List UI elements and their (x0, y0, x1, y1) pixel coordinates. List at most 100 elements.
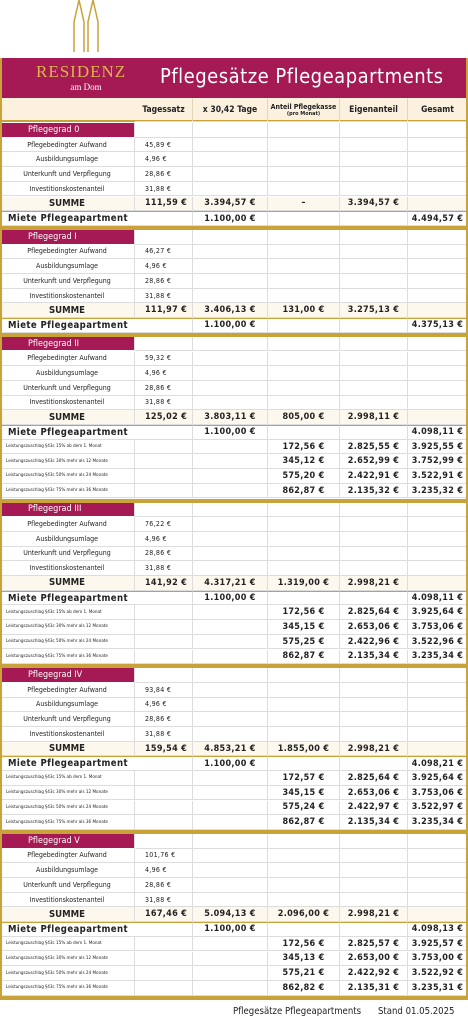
value-cell (193, 351, 268, 367)
value-cell (340, 922, 408, 937)
value-cell (268, 259, 340, 274)
brand: RESIDENZ (36, 62, 127, 81)
value-cell: 4,96 € (135, 531, 193, 547)
value-cell: 2.096,00 € (268, 907, 340, 923)
value-cell: 2.422,92 € (340, 966, 408, 981)
value-cell: 3.275,13 € (340, 303, 408, 319)
cell (268, 336, 340, 352)
header-title: Pflegesätze Pflegeapartments (160, 64, 444, 88)
value-cell (340, 590, 408, 606)
grade-heading: Pflegegrad IV (0, 668, 135, 683)
value-cell (268, 922, 340, 937)
cell (340, 229, 408, 245)
value-cell (340, 848, 408, 864)
grade-heading: Pflegegrad III (0, 502, 135, 518)
value-cell: 2.825,64 € (340, 605, 408, 621)
value-cell: 172,56 € (268, 936, 340, 952)
value-cell: 2.422,97 € (340, 800, 408, 816)
row-label: Miete Pflegeapartment (0, 211, 193, 226)
value-cell (268, 152, 340, 168)
value-cell: 2.422,96 € (340, 634, 408, 650)
value-cell: 125,02 € (135, 410, 193, 425)
value-cell (268, 425, 340, 440)
value-cell (193, 274, 268, 289)
grade-heading: Pflegegrad V (0, 833, 135, 849)
cell (340, 336, 408, 352)
section-divider (0, 225, 468, 230)
row-label: Miete Pflegeapartment (0, 590, 193, 606)
row-label: Leistungszuschlag §43c 50% mehr als 24 M… (0, 634, 135, 650)
value-cell: 159,54 € (135, 741, 193, 757)
value-cell (268, 137, 340, 153)
value-cell (135, 966, 193, 981)
value-cell (193, 366, 268, 381)
cell (193, 668, 268, 683)
value-cell (193, 951, 268, 967)
value-cell: 1.100,00 € (193, 318, 268, 333)
value-cell (135, 649, 193, 665)
value-cell: 4.853,21 € (193, 741, 268, 757)
value-cell: 5.094,13 € (193, 907, 268, 923)
cell (340, 833, 408, 849)
value-cell: 1.319,00 € (268, 576, 340, 591)
value-cell (268, 395, 340, 411)
row-label: Unterkunft und Verpflegung (0, 274, 135, 289)
value-cell: 2.998,21 € (340, 907, 408, 923)
value-cell (193, 785, 268, 801)
value-cell (135, 469, 193, 484)
value-cell: 2.998,21 € (340, 741, 408, 757)
cell (268, 502, 340, 518)
column-title: Tagessatz (142, 104, 185, 115)
value-cell (193, 771, 268, 786)
value-cell (268, 288, 340, 304)
value-cell (268, 756, 340, 772)
value-cell (340, 211, 408, 226)
section-divider (0, 829, 468, 834)
value-cell: 345,15 € (268, 785, 340, 801)
section-divider (0, 664, 468, 669)
value-cell (340, 863, 408, 878)
value-cell: 2.653,00 € (340, 951, 408, 967)
row-label: Leistungszuschlag §43c 75% mehr als 36 M… (0, 483, 135, 499)
value-cell: 28,86 € (135, 546, 193, 562)
value-cell (193, 244, 268, 260)
value-cell (193, 966, 268, 981)
value-cell (340, 288, 408, 304)
value-cell: 2.998,11 € (340, 410, 408, 425)
cell (135, 833, 193, 849)
value-cell: 111,97 € (135, 303, 193, 319)
column-title: Anteil Pflegekasse (270, 102, 337, 111)
row-label: Ausbildungsumlage (0, 697, 135, 713)
row-label: Miete Pflegeapartment (0, 756, 193, 772)
value-cell: 31,88 € (135, 181, 193, 197)
section-divider (0, 995, 468, 1000)
value-cell: 2.135,32 € (340, 483, 408, 499)
value-cell (193, 152, 268, 168)
value-cell (268, 211, 340, 226)
value-cell: 4,96 € (135, 152, 193, 168)
value-cell: 31,88 € (135, 727, 193, 742)
value-cell: 2.135,34 € (340, 815, 408, 830)
value-cell (193, 620, 268, 635)
value-cell: 862,82 € (268, 980, 340, 996)
row-label: Leistungszuschlag §43c 15% ab dem 1. Mon… (0, 605, 135, 621)
cell (193, 229, 268, 245)
value-cell (340, 892, 408, 908)
value-cell: 575,25 € (268, 634, 340, 650)
value-cell (193, 546, 268, 562)
value-cell (268, 546, 340, 562)
row-label: Unterkunft und Verpflegung (0, 167, 135, 182)
value-cell (340, 152, 408, 168)
value-cell (340, 425, 408, 440)
value-cell: 28,86 € (135, 274, 193, 289)
value-cell (340, 244, 408, 260)
section-divider (0, 498, 468, 503)
value-cell: 345,13 € (268, 951, 340, 967)
value-cell: 1.100,00 € (193, 922, 268, 937)
row-label: Leistungszuschlag §43c 30% mehr als 12 M… (0, 454, 135, 470)
row-label: Pflegebedingter Aufwand (0, 517, 135, 532)
value-cell: 28,86 € (135, 878, 193, 893)
value-cell (193, 634, 268, 650)
cell (340, 502, 408, 518)
